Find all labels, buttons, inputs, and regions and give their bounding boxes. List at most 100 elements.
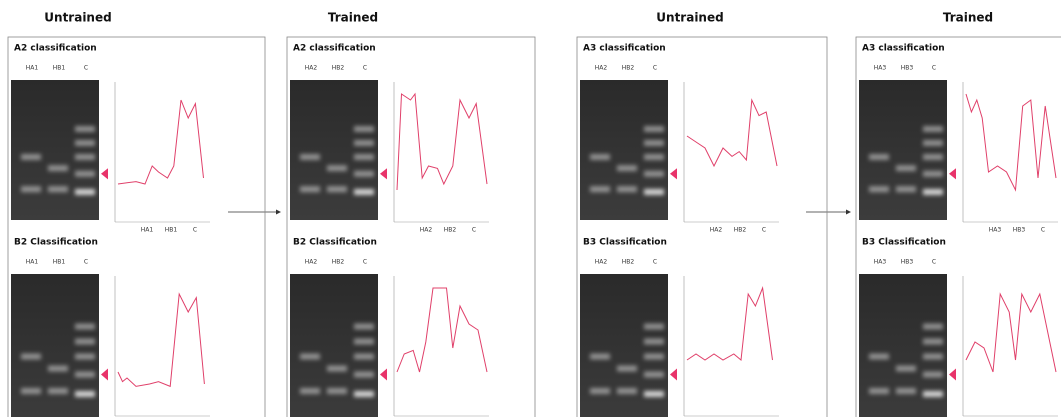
gel-band (75, 170, 95, 177)
gel-band (923, 126, 943, 132)
panel-frame (286, 36, 536, 417)
lane-label: HA3 (874, 65, 887, 72)
gel-band (590, 388, 610, 394)
gel-band (644, 189, 664, 195)
gel-band (644, 338, 664, 345)
gel-band (75, 391, 95, 397)
gel-band (617, 365, 637, 372)
intensity-profile (686, 286, 773, 361)
profile-x-label: HA3 (989, 227, 1002, 234)
column-heading: Untrained (44, 11, 111, 25)
gel-band (354, 140, 374, 146)
panel-title: A2 classification (14, 44, 97, 54)
column-heading: Untrained (656, 11, 723, 25)
lane-label: HB3 (901, 259, 914, 266)
profile-x-label: HA1 (141, 227, 154, 234)
lane-label: HB1 (53, 65, 66, 72)
gel-band (354, 126, 374, 132)
lane-label: HA1 (26, 65, 39, 72)
gel-band (644, 323, 664, 330)
panel-title: A3 classification (862, 44, 945, 54)
marker-arrow (101, 368, 108, 381)
gel-band (75, 323, 95, 330)
gel-band (896, 365, 916, 372)
gel-band (869, 186, 889, 193)
profile-x-label: C (193, 227, 197, 234)
panel-title: B3 Classification (583, 238, 667, 248)
gel-band (300, 388, 320, 394)
lane-label: C (84, 259, 88, 266)
intensity-profile (117, 292, 205, 388)
panel-title: A3 classification (583, 44, 666, 54)
marker-arrow (380, 168, 387, 180)
gel-band (923, 154, 943, 160)
lane-label: C (653, 65, 657, 72)
gel-band (48, 186, 68, 193)
panel-title: A2 classification (293, 44, 376, 54)
gel-band (75, 353, 95, 360)
gel-band (75, 189, 95, 195)
gel-band (644, 140, 664, 146)
intensity-profile (965, 292, 1057, 373)
arrow-head (276, 209, 281, 215)
profile-x-label: HB2 (734, 227, 747, 234)
gel-band (644, 154, 664, 160)
gel-band (327, 388, 347, 394)
lane-label: HA2 (595, 65, 608, 72)
gel-band (354, 323, 374, 330)
gel-band (923, 323, 943, 330)
gel-image (859, 80, 947, 220)
gel-band (354, 371, 374, 378)
gel-band (896, 186, 916, 193)
gel-band (300, 186, 320, 193)
gel-band (644, 126, 664, 132)
intensity-profile (396, 287, 488, 373)
marker-arrow (949, 168, 956, 180)
gel-band (48, 165, 68, 172)
lane-label: HB2 (332, 65, 345, 72)
lane-label: C (653, 259, 657, 266)
gel-band (354, 170, 374, 177)
gel-band (896, 388, 916, 394)
gel-band (300, 353, 320, 360)
panel-title: B3 Classification (862, 238, 946, 248)
gel-band (896, 165, 916, 172)
gel-band (75, 154, 95, 160)
gel-band (354, 353, 374, 360)
marker-arrow (670, 368, 677, 381)
lane-label: C (363, 259, 367, 266)
profile-x-label: HA2 (420, 227, 433, 234)
gel-band (354, 338, 374, 345)
gel-image (11, 80, 99, 220)
panel-frame (7, 36, 266, 417)
column-heading: Trained (943, 11, 993, 25)
gel-band (644, 353, 664, 360)
gel-band (590, 154, 610, 160)
lane-label: HA2 (595, 259, 608, 266)
intensity-profile (965, 93, 1057, 192)
gel-band (21, 154, 41, 160)
gel-band (21, 353, 41, 360)
gel-band (48, 365, 68, 372)
gel-band (923, 189, 943, 195)
gel-band (869, 388, 889, 394)
lane-label: HA3 (874, 259, 887, 266)
panel-frame (576, 36, 828, 417)
profile-x-label: C (1041, 227, 1045, 234)
lane-label: HB2 (622, 259, 635, 266)
gel-band (75, 126, 95, 132)
gel-band (300, 154, 320, 160)
gel-band (75, 338, 95, 345)
column-heading: Trained (328, 11, 378, 25)
panel-title: B2 Classification (14, 238, 98, 248)
gel-band (354, 391, 374, 397)
gel-band (617, 388, 637, 394)
arrow-head (846, 209, 851, 215)
gel-band (923, 353, 943, 360)
gel-band (327, 186, 347, 193)
gel-band (923, 140, 943, 146)
marker-arrow (670, 168, 677, 180)
marker-arrow (101, 168, 108, 180)
gel-band (75, 140, 95, 146)
